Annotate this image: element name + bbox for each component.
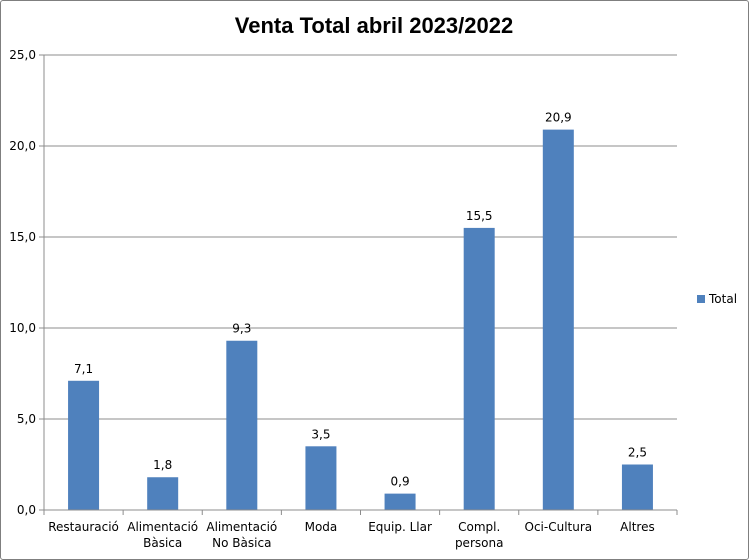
bars [68,129,653,510]
y-axis-ticks: 0,0 5,0 10,0 15,0 20,0 25,0 [9,48,44,517]
x-category-label: Restauració [48,520,119,534]
axes [43,55,678,515]
x-category-label: Moda [305,520,338,534]
data-label: 20,9 [545,111,572,125]
x-category-label: Alimentació [127,520,198,534]
y-tick-label: 0,0 [17,503,36,517]
legend: Total [697,292,737,306]
x-category-label: persona [455,536,504,550]
data-label: 7,1 [74,362,93,376]
y-tick-label: 10,0 [9,321,36,335]
data-label: 1,8 [153,458,172,472]
data-label: 2,5 [628,446,647,460]
data-labels: 7,1 1,8 9,3 3,5 0,9 15,5 20,9 2,5 [74,111,647,489]
bar [384,493,416,510]
bar [226,340,258,510]
x-category-label: Equip. Llar [368,520,432,534]
bar [305,446,337,510]
x-category-label: Bàsica [143,536,182,550]
legend-swatch [697,295,705,303]
bar [542,129,574,510]
y-tick-label: 25,0 [9,48,36,62]
x-category-label: Alimentació [206,520,277,534]
bar [68,380,100,510]
x-category-label: Altres [620,520,655,534]
x-category-label: Oci-Cultura [525,520,593,534]
y-tick-label: 5,0 [17,412,36,426]
x-category-label: Compl. [458,520,500,534]
data-label: 15,5 [466,209,493,223]
data-label: 3,5 [311,427,330,441]
bar [463,227,495,510]
x-axis-categories: Restauració Alimentació Bàsica Alimentació N… [48,520,654,550]
bar [621,464,653,510]
y-tick-label: 20,0 [9,139,36,153]
data-label: 0,9 [391,475,410,489]
chart-title: Venta Total abril 2023/2022 [235,13,513,38]
bar [147,477,179,510]
y-tick-label: 15,0 [9,230,36,244]
legend-label: Total [708,292,737,306]
x-category-label: No Bàsica [212,536,271,550]
gridlines [44,54,677,420]
data-label: 9,3 [232,322,251,336]
